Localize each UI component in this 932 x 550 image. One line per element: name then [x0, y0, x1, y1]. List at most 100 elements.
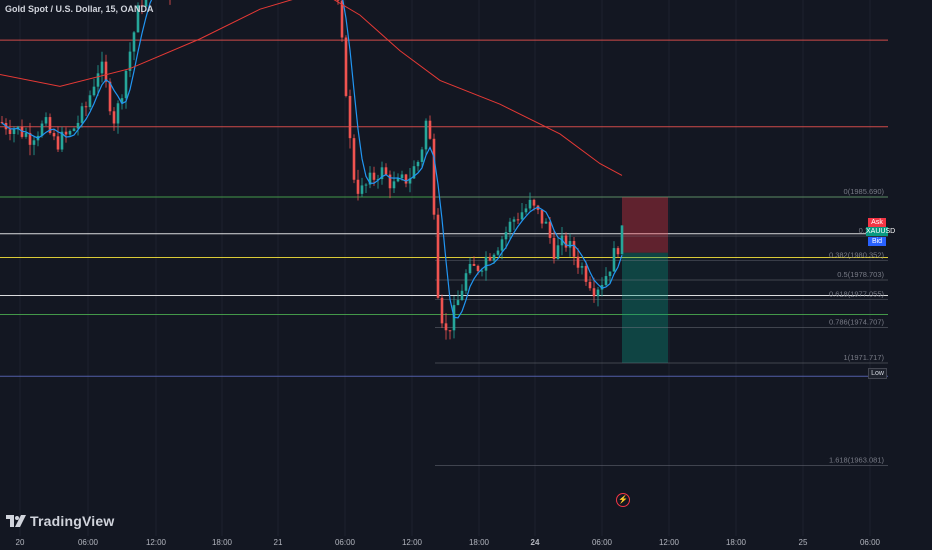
x-tick-label: 18:00	[468, 538, 490, 547]
candle-body	[344, 37, 348, 96]
candle-body	[436, 214, 440, 298]
candle-body	[64, 131, 68, 135]
candle-body	[556, 245, 560, 259]
x-tick-label: 21	[273, 538, 283, 547]
candle-body	[616, 248, 620, 255]
take-profit-zone	[622, 252, 668, 363]
candle-body	[516, 219, 520, 221]
candle-body	[456, 300, 460, 306]
candle-body	[340, 0, 344, 38]
candle-body	[448, 330, 452, 332]
candle-body	[588, 281, 592, 289]
fast-moving-average	[1, 0, 623, 319]
tradingview-icon	[6, 515, 26, 527]
fib-label-3: 0.5(1978.703)	[837, 270, 884, 279]
candle-body	[352, 138, 356, 180]
candle-body	[52, 133, 56, 137]
candle-body	[124, 70, 128, 99]
fib-label-2: 0.382(1980.352)	[829, 250, 885, 259]
candle-body	[72, 128, 76, 132]
candle-body	[336, 0, 340, 1]
symbol-price-tag: XAUUSD	[866, 227, 896, 236]
x-tick-label: 25	[798, 538, 808, 547]
candle-body	[504, 232, 508, 240]
x-tick-label: 06:00	[334, 538, 356, 547]
candle-body	[488, 256, 492, 261]
candle-body	[480, 270, 484, 272]
candle-body	[400, 174, 404, 179]
x-tick-label: 24	[530, 538, 540, 547]
candle-body	[80, 106, 84, 123]
candle-body	[524, 208, 528, 213]
candle-body	[112, 111, 116, 124]
candle-body	[388, 174, 392, 189]
candle-body	[88, 95, 92, 108]
candle-body	[44, 117, 48, 124]
candle-body	[48, 117, 52, 134]
candle-body	[596, 289, 600, 297]
candle-body	[532, 199, 536, 206]
ask-price-tag: Ask	[868, 218, 886, 227]
candle-body	[484, 256, 488, 271]
candle-body	[404, 174, 408, 184]
candle-body	[96, 73, 100, 87]
candle-body	[12, 129, 16, 135]
candle-body	[8, 129, 12, 135]
x-tick-label: 18:00	[211, 538, 233, 547]
candle-body	[496, 250, 500, 255]
candle-body	[372, 172, 376, 180]
candle-body	[528, 199, 532, 209]
candle-body	[604, 276, 608, 285]
candle-body	[500, 239, 504, 251]
candle-body	[580, 266, 584, 268]
candle-body	[360, 185, 364, 194]
candle-body	[60, 131, 64, 150]
candle-body	[76, 122, 80, 129]
candle-body	[428, 120, 432, 139]
candle-body	[564, 235, 568, 248]
candle-body	[392, 181, 396, 189]
candle-body	[140, 5, 144, 7]
x-tick-label: 12:00	[658, 538, 680, 547]
candle-body	[520, 212, 524, 220]
x-tick-label: 12:00	[401, 538, 423, 547]
candle-body	[380, 167, 384, 180]
candle-body	[508, 221, 512, 233]
candle-body	[620, 225, 624, 255]
x-tick-label: 06:00	[77, 538, 99, 547]
candle-body	[592, 288, 596, 297]
stop-loss-zone	[622, 197, 668, 253]
time-axis[interactable]: 20 06:00 12:00 18:00 21 06:00 12:00 18:00 24 06:0…	[0, 536, 890, 550]
candle-body	[120, 98, 124, 104]
x-tick-label: 12:00	[145, 538, 167, 547]
lightning-icon[interactable]: ⚡	[616, 493, 630, 507]
fib-label-7: 1.618(1963.081)	[829, 456, 885, 465]
candle-body	[40, 123, 44, 136]
candle-body	[548, 221, 552, 238]
candle-body	[56, 136, 60, 150]
candle-body	[444, 323, 448, 331]
low-price-tag: Low	[868, 368, 887, 379]
candle-body	[416, 161, 420, 167]
candle-body	[572, 241, 576, 257]
candle-body	[464, 273, 468, 291]
candle-body	[0, 122, 4, 124]
candle-body	[424, 120, 428, 150]
candle-body	[440, 297, 444, 324]
candle-body	[104, 61, 108, 82]
tradingview-logo[interactable]: TradingView	[6, 513, 114, 529]
slow-moving-average	[0, 0, 623, 176]
candle-body	[408, 178, 412, 184]
x-tick-label: 20	[15, 538, 25, 547]
candle-body	[108, 81, 112, 112]
candle-body	[128, 51, 132, 71]
candle-body	[472, 263, 476, 266]
candle-body	[116, 103, 120, 124]
candle-body	[132, 32, 136, 52]
candle-body	[24, 132, 28, 137]
candle-body	[476, 265, 480, 272]
fib-label-5: 0.786(1974.707)	[829, 317, 885, 326]
candle-body	[100, 61, 104, 74]
fib-label-0: 0(1985.690)	[844, 187, 885, 196]
